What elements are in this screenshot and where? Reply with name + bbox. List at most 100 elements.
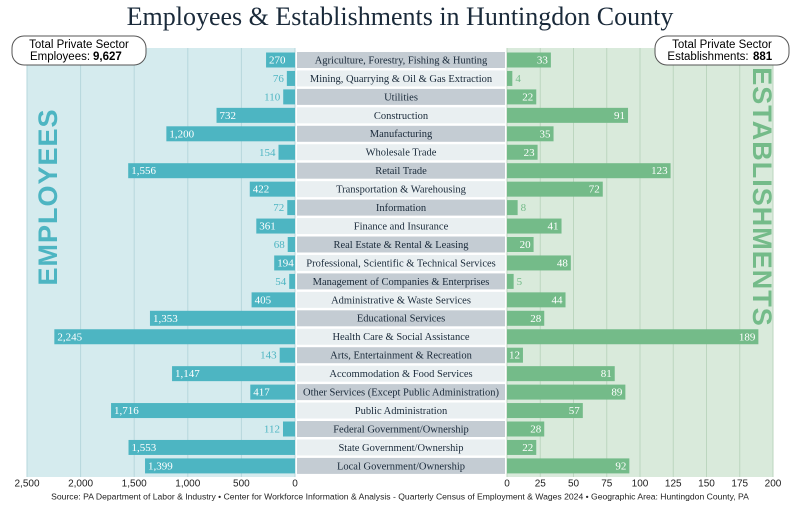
bar [166, 126, 295, 142]
x-tick-label: 1,000 [175, 479, 200, 490]
bar [507, 310, 545, 326]
category-box [297, 70, 505, 87]
category-box [297, 236, 505, 253]
value-label: 143 [260, 350, 277, 362]
value-label: 35 [540, 128, 552, 140]
box-label: Employees: [30, 51, 90, 63]
bar [507, 126, 554, 142]
bar [256, 218, 295, 234]
bar [507, 237, 534, 252]
category-box [297, 107, 505, 124]
value-label: 28 [530, 424, 542, 436]
value-label: 5 [517, 276, 523, 288]
category-label: Mining, Quarrying & Oil & Gas Extraction [310, 74, 493, 85]
value-label: 1,556 [131, 165, 156, 177]
value-label: 1,553 [132, 442, 157, 454]
bar [507, 329, 759, 345]
bar [507, 273, 514, 289]
value-label: 8 [521, 202, 527, 214]
category-label: Federal Government/Ownership [333, 424, 469, 435]
bar [507, 421, 545, 437]
value-label: 22 [522, 91, 533, 103]
category-label: Administrative & Waste Services [331, 295, 471, 306]
bar [172, 366, 295, 382]
category-label: Finance and Insurance [354, 221, 449, 232]
value-label: 1,399 [148, 460, 173, 472]
x-tick-label: 50 [568, 479, 580, 490]
bar [507, 255, 571, 271]
left-total-box: Total Private Sector Employees: 9,627 [11, 35, 147, 66]
category-box [297, 273, 505, 290]
category-box [297, 254, 505, 271]
bar [507, 163, 671, 179]
x-tick-label: 2,000 [68, 479, 93, 490]
bar [286, 70, 295, 86]
value-label: 194 [277, 257, 294, 269]
x-tick-label: 0 [504, 479, 510, 490]
value-label: 92 [615, 460, 626, 472]
category-box [297, 291, 505, 308]
category-label: Real Estate & Rental & Leasing [333, 240, 469, 251]
bar [507, 384, 626, 400]
value-label: 41 [548, 221, 559, 233]
source: Source: PA Department of Labor & Industr… [51, 491, 749, 501]
value-label: 123 [651, 165, 668, 177]
bar [128, 163, 295, 179]
x-tick-label: 0 [292, 479, 298, 490]
bar [507, 52, 551, 68]
value-label: 23 [524, 147, 536, 159]
bar [128, 439, 295, 455]
bar [111, 403, 295, 419]
category-label: Health Care & Social Assistance [332, 332, 469, 343]
value-label: 72 [273, 202, 284, 214]
bar [54, 329, 295, 345]
value-label: 72 [589, 184, 600, 196]
category-label: Utilities [384, 92, 418, 103]
category-label: Public Administration [355, 406, 448, 417]
value-label: 22 [522, 442, 533, 454]
bar [507, 107, 629, 123]
category-label: Wholesale Trade [366, 148, 437, 159]
bar [507, 218, 562, 234]
category-label: Accommodation & Food Services [329, 369, 472, 380]
x-tick-label: 175 [731, 479, 748, 490]
category-box [297, 402, 505, 419]
bar [278, 144, 295, 160]
x-tick-label: 25 [535, 479, 547, 490]
bar [149, 310, 295, 326]
bar [507, 458, 630, 474]
category-label: Transportation & Warehousing [336, 185, 467, 196]
value-label: 89 [611, 387, 623, 399]
category-box [297, 310, 505, 327]
category-box [297, 457, 505, 474]
value-label: 57 [569, 405, 581, 417]
category-label: Educational Services [357, 314, 445, 325]
value-label: 91 [614, 110, 625, 122]
bar [274, 255, 295, 271]
category-box [297, 218, 505, 235]
value-label: 1,147 [175, 368, 200, 380]
x-tick-label: 100 [632, 479, 649, 490]
category-label: Other Services (Except Public Administra… [303, 388, 499, 399]
category-box [297, 88, 505, 105]
bar [507, 292, 566, 308]
value-label: 28 [530, 313, 542, 325]
value-label: 33 [537, 55, 549, 67]
x-tick-label: 75 [601, 479, 613, 490]
bar [507, 181, 603, 197]
bar [507, 70, 513, 86]
bar [250, 384, 295, 400]
category-label: Retail Trade [375, 166, 427, 177]
category-box [297, 162, 505, 179]
category-label: Agriculture, Forestry, Fishing & Hunting [315, 55, 488, 66]
category-box [297, 125, 505, 142]
value-label: 48 [557, 257, 569, 269]
value-label: 76 [273, 73, 285, 85]
box-total: 9,627 [93, 51, 122, 63]
value-label: 68 [274, 239, 286, 251]
box-total: 881 [753, 51, 773, 63]
category-label: Manufacturing [370, 129, 433, 140]
category-label: Information [376, 203, 427, 214]
bar [507, 144, 538, 160]
